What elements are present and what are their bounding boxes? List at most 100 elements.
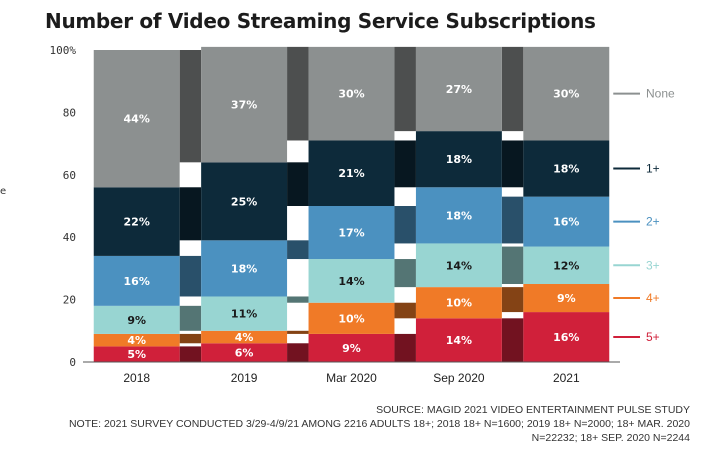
y-tick-label: 100% — [50, 44, 77, 57]
data-label: 11% — [231, 308, 257, 321]
connector-5plus — [501, 318, 524, 362]
data-label: 16% — [553, 331, 579, 344]
connector-1plus — [394, 140, 416, 188]
data-label: 10% — [338, 312, 364, 325]
data-label: 16% — [124, 275, 150, 288]
connector-2plus — [501, 196, 524, 244]
bar-segment — [308, 140, 395, 206]
bar-segment — [201, 343, 288, 362]
bar-segment — [415, 287, 502, 319]
connector-none — [179, 50, 202, 163]
y-tick-label: 0 — [69, 356, 76, 369]
data-label: 4% — [127, 334, 146, 347]
bar-segment — [93, 50, 180, 188]
y-tick-label: 80 — [63, 106, 76, 119]
legend-label: 5+ — [646, 330, 660, 344]
bar-segment — [308, 46, 395, 141]
bar-segment — [201, 46, 288, 163]
bar-segment — [523, 140, 610, 197]
stacked-bar-chart: 5% 6% 9% 14% 16% 4% 4% 10% 10% 9% 9% 11% 14% 14% 12% 16… — [50, 44, 676, 385]
x-tick-label: 2019 — [231, 371, 258, 385]
data-label: 18% — [446, 153, 472, 166]
y-tick-label: 40 — [63, 231, 76, 244]
data-label: 10% — [446, 297, 472, 310]
bar-segment — [523, 196, 610, 247]
legend-label: 3+ — [646, 258, 660, 272]
chart-title: Number of Video Streaming Service Subscr… — [45, 9, 596, 33]
data-label: 22% — [124, 216, 150, 229]
connector-none — [287, 46, 309, 141]
bar-segment — [93, 346, 180, 362]
bar-segment — [308, 206, 395, 260]
connector-1plus — [501, 140, 524, 188]
bar-segment — [93, 333, 180, 347]
data-label: 37% — [231, 99, 257, 112]
connector-1plus — [287, 162, 309, 206]
bar-segment — [93, 255, 180, 306]
data-label: 30% — [338, 88, 364, 101]
connector-4plus — [394, 302, 416, 319]
data-label: 14% — [446, 259, 472, 272]
legend-label: None — [646, 87, 675, 101]
connector-5plus — [287, 343, 309, 362]
stray-text: e — [0, 186, 7, 197]
bar-segment — [201, 296, 288, 331]
data-label: 18% — [231, 262, 257, 275]
data-label: 9% — [557, 292, 576, 305]
data-label: 30% — [553, 88, 579, 101]
data-label: 5% — [127, 348, 146, 361]
connector-2plus — [287, 240, 309, 260]
bar-segment — [308, 302, 395, 334]
data-label: 18% — [446, 209, 472, 222]
x-tick-label: 2021 — [553, 371, 580, 385]
y-tick-label: 20 — [63, 294, 76, 307]
bar-segment — [415, 46, 502, 132]
data-label: 21% — [338, 167, 364, 180]
connector-5plus — [394, 333, 416, 362]
data-label: 14% — [446, 334, 472, 347]
connector-5plus — [179, 346, 202, 362]
data-label: 27% — [446, 83, 472, 96]
data-label: 18% — [553, 163, 579, 176]
connector-1plus — [179, 187, 202, 241]
bar-segment — [93, 187, 180, 256]
y-tick-label: 60 — [63, 169, 76, 182]
connector-2plus — [394, 206, 416, 244]
data-label: 4% — [235, 331, 254, 344]
bar-segment — [415, 318, 502, 362]
x-tick-label: 2018 — [123, 371, 150, 385]
connector-3plus — [394, 259, 416, 288]
legend-label: 1+ — [646, 162, 660, 176]
bar-segment — [523, 312, 610, 362]
connector-3plus — [501, 246, 524, 284]
chart-notes: SOURCE: MAGID 2021 VIDEO ENTERTAINMENT P… — [30, 403, 690, 445]
bar-segment — [201, 240, 288, 297]
bar-segment — [415, 243, 502, 288]
connector-4plus — [287, 330, 309, 334]
data-label: 6% — [235, 347, 254, 360]
connector-3plus — [287, 296, 309, 303]
connector-none — [394, 46, 416, 132]
bar-segment — [308, 259, 395, 303]
data-label: 14% — [338, 275, 364, 288]
bar-segment — [93, 305, 180, 334]
bar-segment — [201, 330, 288, 344]
bar-segment — [415, 187, 502, 244]
bar-segment — [523, 284, 610, 313]
connector-2plus — [179, 255, 202, 297]
data-label: 17% — [338, 227, 364, 240]
source-note: SOURCE: MAGID 2021 VIDEO ENTERTAINMENT P… — [376, 404, 690, 416]
x-tick-label: Mar 2020 — [326, 371, 377, 385]
x-tick-label: Sep 2020 — [433, 371, 485, 385]
bar-segment — [415, 131, 502, 188]
connector-4plus — [179, 333, 202, 344]
data-label: 25% — [231, 195, 257, 208]
connector-4plus — [501, 287, 524, 313]
legend-label: 4+ — [646, 291, 660, 305]
data-label: 9% — [342, 342, 361, 355]
bar-segment — [201, 162, 288, 241]
connector-3plus — [179, 305, 202, 331]
connector-none — [501, 46, 524, 132]
bar-segment — [523, 46, 610, 141]
data-label: 12% — [553, 259, 579, 272]
